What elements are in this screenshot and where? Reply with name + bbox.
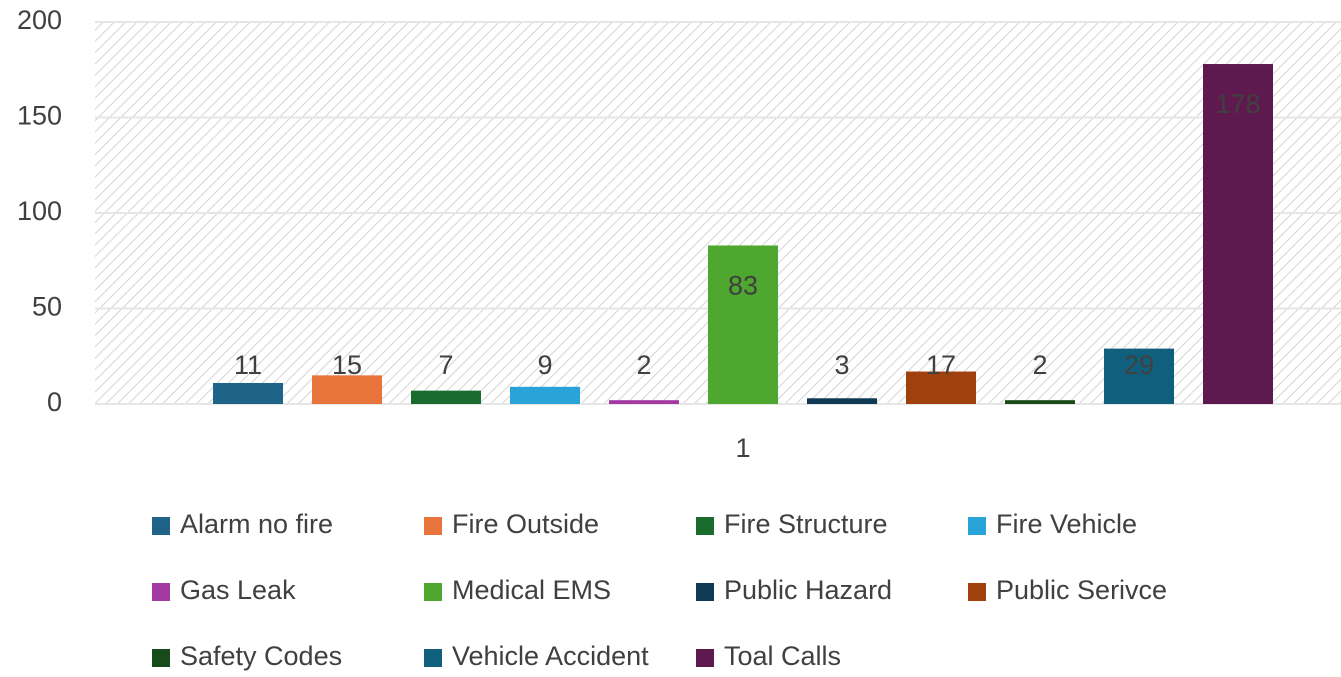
bar — [411, 390, 481, 404]
bar — [1005, 400, 1075, 404]
y-tick-label: 100 — [17, 196, 62, 226]
legend-label: Gas Leak — [180, 575, 296, 605]
y-tick-label: 0 — [47, 387, 62, 417]
bar — [807, 398, 877, 404]
data-label: 11 — [234, 350, 262, 380]
legend-label: Alarm no fire — [180, 509, 333, 539]
legend-swatch — [152, 583, 170, 601]
legend-swatch — [424, 583, 442, 601]
data-label: 7 — [438, 350, 453, 380]
bar — [906, 371, 976, 404]
legend-label: Fire Structure — [724, 509, 888, 539]
data-label: 9 — [537, 350, 552, 380]
data-label: 3 — [834, 350, 849, 380]
data-label: 29 — [1124, 350, 1154, 380]
legend-swatch — [152, 649, 170, 667]
y-tick-label: 150 — [17, 101, 62, 131]
bar — [1203, 64, 1273, 405]
bar — [609, 400, 679, 404]
y-tick-label: 50 — [32, 292, 62, 322]
legend-label: Public Hazard — [724, 575, 892, 605]
legend-swatch — [424, 517, 442, 535]
x-tick-label: 1 — [735, 433, 750, 463]
legend-swatch — [968, 583, 986, 601]
bar — [213, 382, 283, 404]
bar — [1104, 348, 1174, 404]
legend-label: Fire Vehicle — [996, 509, 1137, 539]
bar — [708, 245, 778, 404]
legend-label: Vehicle Accident — [452, 641, 649, 671]
legend-label: Fire Outside — [452, 509, 599, 539]
legend-swatch — [696, 517, 714, 535]
legend-swatch — [968, 517, 986, 535]
legend-swatch — [152, 517, 170, 535]
legend-swatch — [696, 649, 714, 667]
legend-swatch — [696, 583, 714, 601]
bar — [312, 375, 382, 404]
legend-label: Public Serivce — [996, 575, 1167, 605]
legend-swatch — [424, 649, 442, 667]
bar — [510, 386, 580, 404]
data-label: 83 — [728, 271, 758, 301]
data-label: 2 — [1032, 350, 1047, 380]
data-label: 15 — [332, 350, 362, 380]
legend-label: Toal Calls — [724, 641, 841, 671]
y-tick-label: 200 — [17, 5, 62, 35]
data-label: 178 — [1215, 89, 1260, 119]
data-label: 2 — [636, 350, 651, 380]
data-label: 17 — [926, 350, 956, 380]
legend-label: Medical EMS — [452, 575, 611, 605]
legend-label: Safety Codes — [180, 641, 342, 671]
